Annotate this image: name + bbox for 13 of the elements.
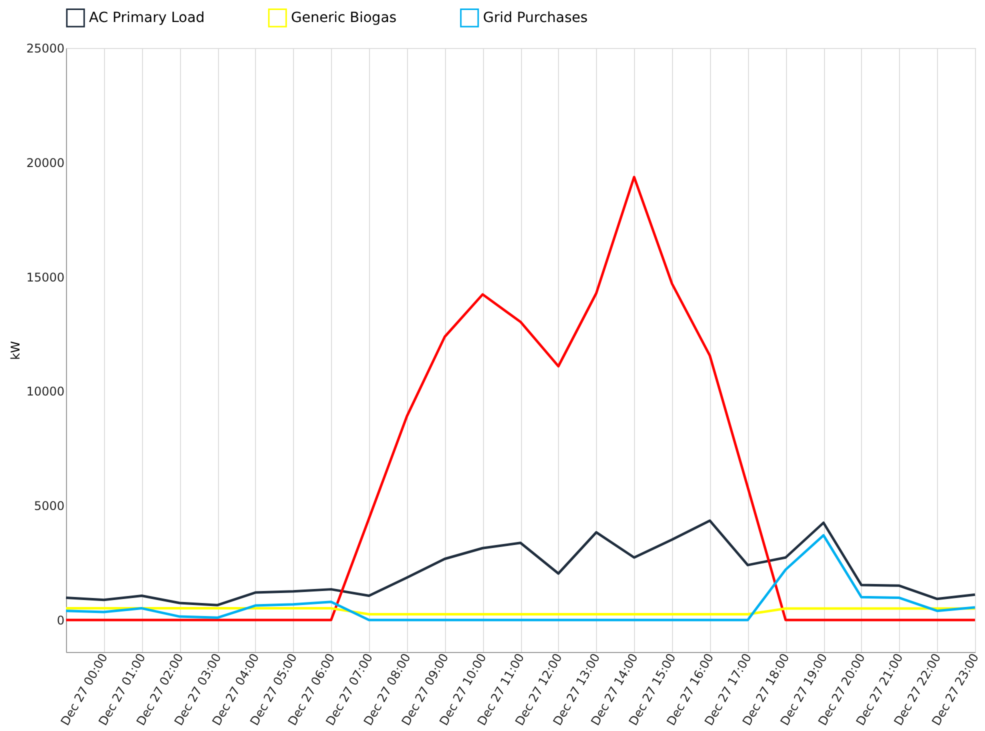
y-axis-title: kW bbox=[8, 340, 22, 360]
line-series bbox=[64, 176, 976, 622]
legend-label: Generic Biogas bbox=[291, 10, 397, 26]
y-tick-label: 10000 bbox=[26, 384, 64, 399]
y-tick-label: 15000 bbox=[26, 270, 64, 284]
legend-label: AC Primary Load bbox=[89, 10, 205, 26]
y-tick-label: 25000 bbox=[26, 42, 64, 56]
y-tick-label: 0 bbox=[56, 613, 64, 628]
line-series bbox=[64, 519, 976, 606]
y-tick-label: 20000 bbox=[26, 156, 64, 170]
y-tick-label: 5000 bbox=[34, 499, 64, 514]
legend-label: Grid Purchases bbox=[483, 10, 588, 26]
line-series bbox=[64, 534, 976, 622]
